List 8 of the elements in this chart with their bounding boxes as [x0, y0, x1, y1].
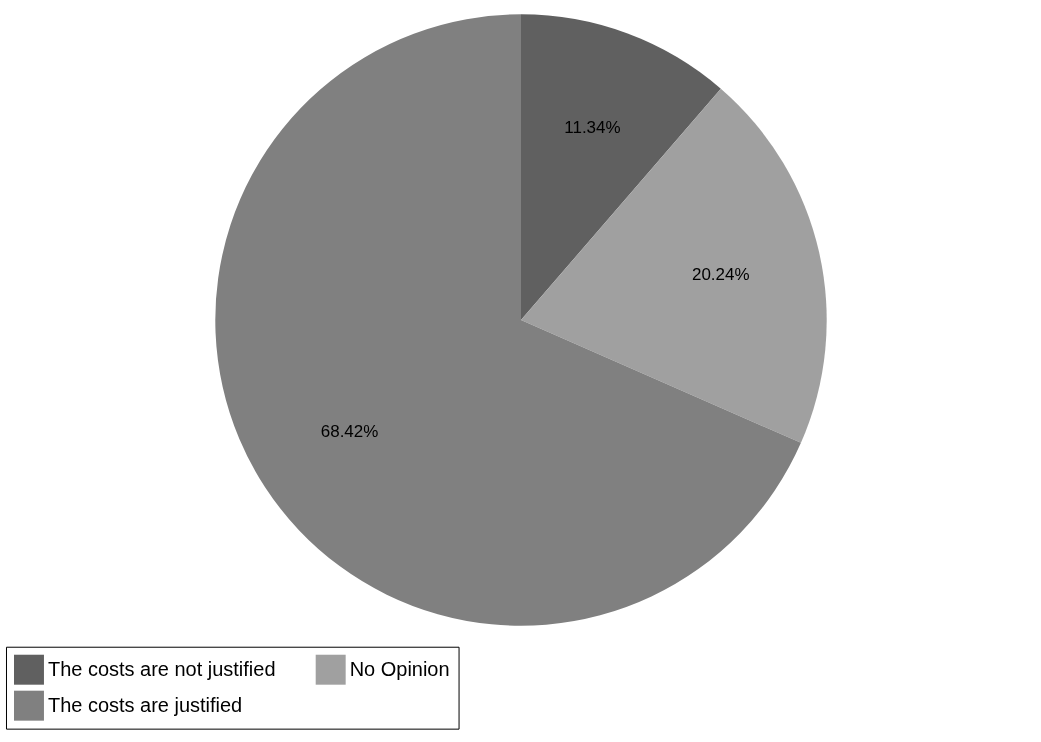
- data-label: 20.24%: [691, 264, 750, 284]
- pie-slice: [215, 14, 801, 626]
- legend-label: The costs are justified: [47, 693, 243, 716]
- data-label: 11.34%: [564, 118, 621, 138]
- pie-slice: [521, 88, 827, 443]
- legend-label: No Opinion: [349, 657, 450, 680]
- legend-label: The costs are not justified: [47, 657, 276, 680]
- data-label: 68.42%: [320, 422, 379, 442]
